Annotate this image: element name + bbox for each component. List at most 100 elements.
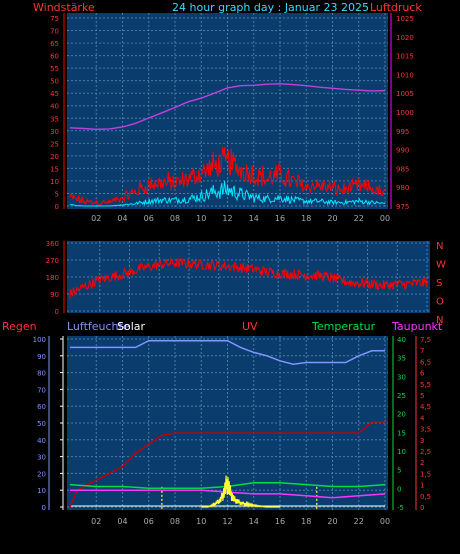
temperature-y-tick: 5 xyxy=(397,467,401,475)
graph-title: 24 hour graph day : Januar 23 2025 xyxy=(172,1,369,14)
rain-y-tick: 2 xyxy=(420,459,424,467)
climate-panel-x-tick: 08 xyxy=(170,517,180,526)
rain-series xyxy=(69,421,385,508)
pressure-y-tick: 975 xyxy=(396,203,409,211)
wind-y-tick: 25 xyxy=(50,140,59,148)
wind-y-tick: 0 xyxy=(55,203,59,211)
wind-y-tick: 40 xyxy=(50,103,59,111)
wind-speed-axis-title: Windstärke xyxy=(33,1,95,14)
temperature-y-tick: 15 xyxy=(397,429,406,437)
rain-y-tick: 4,5 xyxy=(420,403,431,411)
wind-panel-x-tick: 16 xyxy=(275,214,285,223)
climate-panel-x-tick: 14 xyxy=(249,517,259,526)
rain-y-tick: 1 xyxy=(420,482,424,490)
wind-y-tick: 15 xyxy=(50,165,59,173)
rain-y-tick: 7 xyxy=(420,347,424,355)
wind-speed-series xyxy=(69,146,386,206)
climate-panel-x-tick: 20 xyxy=(327,517,337,526)
wind-panel-x-tick: 18 xyxy=(301,214,311,223)
wind-y-tick: 65 xyxy=(50,40,59,48)
temperature-y-tick: 20 xyxy=(397,411,406,419)
uv-series xyxy=(201,475,280,509)
rain-y-tick: 0,5 xyxy=(420,493,431,501)
humidity-y-tick: 70 xyxy=(37,386,46,394)
wind-panel-x-tick: 20 xyxy=(327,214,337,223)
direction-y-tick: 270 xyxy=(46,257,59,265)
wind-y-tick: 55 xyxy=(50,65,59,73)
pressure-y-tick: 980 xyxy=(396,184,409,192)
wind-panel-x-tick: 14 xyxy=(249,214,259,223)
pressure-y-tick: 1000 xyxy=(396,109,414,117)
humidity-y-tick: 50 xyxy=(37,420,46,428)
pressure-y-tick: 1025 xyxy=(396,15,414,23)
rain-y-tick: 6 xyxy=(420,370,425,378)
pressure-y-tick: 990 xyxy=(396,147,409,155)
wind-y-tick: 50 xyxy=(50,78,59,86)
pressure-y-tick: 1010 xyxy=(396,71,414,79)
temperature-y-tick: 0 xyxy=(397,485,401,493)
direction-y-tick: 180 xyxy=(46,274,59,282)
wind-y-tick: 60 xyxy=(50,53,59,61)
wind-panel-x-tick: 02 xyxy=(91,214,101,223)
pressure-axis-title: Luftdruck xyxy=(370,1,422,14)
wind-y-tick: 30 xyxy=(50,128,59,136)
temperature-y-tick: 25 xyxy=(397,392,406,400)
pressure-y-tick: 1020 xyxy=(396,34,414,42)
rain-y-tick: 5 xyxy=(420,392,424,400)
climate-panel-x-tick: 18 xyxy=(301,517,311,526)
climate-panel-x-tick: 04 xyxy=(117,517,127,526)
rain-y-tick: 3 xyxy=(420,437,424,445)
temperature-y-tick: 10 xyxy=(397,448,406,456)
wind-y-tick: 70 xyxy=(50,28,59,36)
wind-panel-x-tick: 10 xyxy=(196,214,206,223)
rain-y-tick: 7,5 xyxy=(420,336,431,344)
wind-panel-x-tick: 04 xyxy=(117,214,127,223)
rain-axis-title: Regen xyxy=(2,320,37,333)
temperature-y-tick: 30 xyxy=(397,373,406,381)
temperature-y-tick: 35 xyxy=(397,355,406,363)
humidity-y-tick: 30 xyxy=(37,454,46,462)
direction-series xyxy=(69,256,428,299)
direction-y-tick: 360 xyxy=(46,240,59,248)
wind-y-tick: 20 xyxy=(50,153,59,161)
dewpoint-axis-title: Taupunkt xyxy=(392,320,443,333)
rain-y-tick: 1,5 xyxy=(420,470,431,478)
humidity-y-tick: 90 xyxy=(37,353,46,361)
wind-panel-x-tick: 08 xyxy=(170,214,180,223)
direction-compass-tick: O xyxy=(436,297,444,308)
temperature-y-tick: 40 xyxy=(397,336,406,344)
rain-y-tick: 3,5 xyxy=(420,426,431,434)
wind-y-tick: 75 xyxy=(50,15,59,23)
direction-compass-tick: N xyxy=(436,315,443,326)
humidity-series xyxy=(70,339,385,365)
pressure-y-tick: 1005 xyxy=(396,90,414,98)
humidity-y-tick: 0 xyxy=(42,504,46,512)
rain-y-tick: 6,5 xyxy=(420,358,431,366)
humidity-axis-title: Luftfeuchte xyxy=(67,320,130,333)
wind-y-tick: 45 xyxy=(50,90,59,98)
rain-y-tick: 5,5 xyxy=(420,381,431,389)
direction-compass-tick: S xyxy=(436,278,442,289)
wind-panel-x-tick: 00 xyxy=(380,214,390,223)
direction-compass-tick: N xyxy=(436,241,443,252)
pressure-y-tick: 1015 xyxy=(396,53,414,61)
temperature-axis-title: Temperatur xyxy=(312,320,376,333)
temperature-y-tick: -5 xyxy=(397,504,404,512)
humidity-y-tick: 60 xyxy=(37,403,46,411)
climate-panel-x-tick: 02 xyxy=(91,517,101,526)
uv-axis-title: UV xyxy=(242,320,258,333)
pressure-y-tick: 995 xyxy=(396,128,409,136)
wind-y-tick: 35 xyxy=(50,115,59,123)
wind-y-tick: 10 xyxy=(50,178,59,186)
climate-panel-x-tick: 10 xyxy=(196,517,206,526)
humidity-y-tick: 100 xyxy=(33,336,46,344)
wind-panel-x-tick: 22 xyxy=(354,214,364,223)
pressure-y-tick: 985 xyxy=(396,165,409,173)
rain-y-tick: 0 xyxy=(420,504,424,512)
direction-y-tick: 0 xyxy=(55,308,59,316)
climate-panel-x-tick: 12 xyxy=(222,517,232,526)
humidity-y-tick: 40 xyxy=(37,437,46,445)
humidity-y-tick: 10 xyxy=(37,487,46,495)
